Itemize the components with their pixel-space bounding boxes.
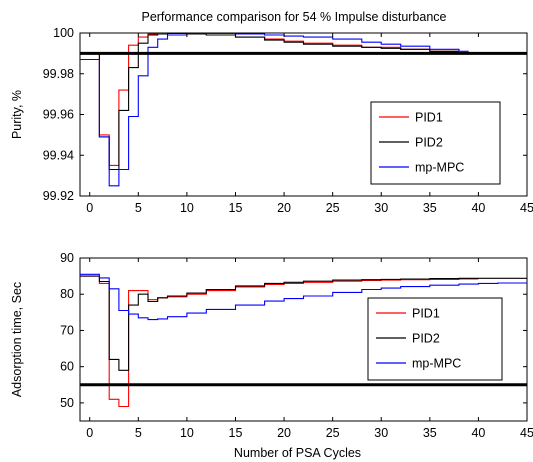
chart-title: Performance comparison for 54 % Impulse …	[141, 10, 446, 24]
x-tick-label: 30	[374, 201, 388, 215]
x-tick-label: 30	[374, 426, 388, 440]
legend-label: mp-MPC	[415, 161, 464, 175]
x-tick-label: 0	[86, 426, 93, 440]
legend-label: PID1	[412, 307, 440, 321]
x-tick-label: 15	[229, 201, 243, 215]
series-layer	[80, 33, 469, 187]
x-tick-label: 10	[180, 201, 194, 215]
adsorption-plot: 0 5 10 15 20 25 30 35 40 45 50 60 70 80 90 Adsorption t…	[10, 251, 533, 460]
y-tick-label: 99.96	[43, 108, 74, 122]
series-line-mp-mpc	[80, 273, 527, 321]
series-line-pid2	[80, 275, 527, 371]
y-tick-label: 99.98	[43, 67, 74, 81]
x-tick-label: 20	[277, 201, 291, 215]
y-tick-label: 80	[60, 287, 74, 301]
x-tick-label: 25	[326, 201, 340, 215]
legend-label: mp-MPC	[412, 357, 461, 371]
y-tick-label: 60	[60, 360, 74, 374]
x-tick-label: 35	[423, 201, 437, 215]
y-axis-label: Adsorption time, Sec	[10, 282, 24, 397]
x-tick-label: 40	[471, 426, 485, 440]
x-tick-label: 35	[423, 426, 437, 440]
series-layer	[80, 273, 527, 408]
x-tick-label: 5	[135, 426, 142, 440]
legend: PID1 PID2 mp-MPC	[370, 101, 501, 185]
x-tick-label: 25	[326, 426, 340, 440]
x-tick-label: 20	[277, 426, 291, 440]
y-tick-label: 100	[53, 26, 74, 40]
x-tick-label: 15	[229, 426, 243, 440]
x-tick-label: 40	[471, 201, 485, 215]
legend-label: PID1	[415, 111, 443, 125]
x-tick-label: 45	[520, 201, 533, 215]
y-tick-label: 90	[60, 251, 74, 265]
series-line-pid2	[80, 33, 459, 171]
y-tick-label: 70	[60, 323, 74, 337]
y-tick-label: 99.94	[43, 148, 74, 162]
x-tick-label: 10	[180, 426, 194, 440]
y-tick-label: 50	[60, 396, 74, 410]
legend: PID1 PID2 mp-MPC	[367, 297, 503, 381]
legend-box	[370, 101, 501, 185]
series-line-mp-mpc	[80, 33, 469, 187]
x-axis-label: Number of PSA Cycles	[234, 446, 361, 460]
legend-label: PID2	[415, 136, 443, 150]
y-axis-label: Purity, %	[10, 90, 24, 139]
purity-plot: 0 5 10 15 20 25 30 35 40 45 99.92 99.94 99.96 99.98 10…	[10, 26, 533, 215]
y-tick-label: 99.92	[43, 189, 74, 203]
legend-box	[367, 297, 503, 381]
series-line-pid1	[80, 275, 479, 408]
x-tick-label: 45	[520, 426, 533, 440]
x-tick-label: 5	[135, 201, 142, 215]
legend-label: PID2	[412, 332, 440, 346]
x-tick-label: 0	[86, 201, 93, 215]
